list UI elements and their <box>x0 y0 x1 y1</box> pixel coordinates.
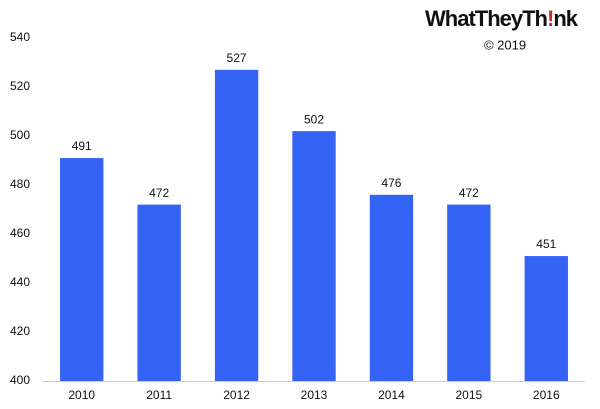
brand-logo: WhatTheyTh!nk <box>425 6 579 31</box>
x-tick-label: 2010 <box>68 388 95 402</box>
bar <box>137 204 181 381</box>
brand-mark: ! <box>547 6 553 31</box>
y-tick-label: 460 <box>10 226 30 240</box>
x-tick-label: 2013 <box>301 388 328 402</box>
bar <box>60 158 104 381</box>
y-tick-label: 440 <box>10 275 30 289</box>
data-label: 451 <box>536 237 556 251</box>
y-tick-label: 500 <box>10 128 30 142</box>
x-tick-label: 2011 <box>146 388 172 402</box>
data-label: 491 <box>72 139 92 153</box>
brand-text: WhatTheyTh <box>425 6 548 31</box>
x-tick-label: 2015 <box>456 388 483 402</box>
x-tick-label: 2012 <box>223 388 250 402</box>
x-tick-label: 2016 <box>533 388 560 402</box>
y-tick-label: 540 <box>10 30 30 44</box>
data-label: 476 <box>381 176 401 190</box>
y-tick-label: 480 <box>10 177 30 191</box>
bar <box>292 131 336 381</box>
data-label: 472 <box>149 186 169 200</box>
bar <box>447 204 491 381</box>
brand-text: nk <box>553 6 578 31</box>
y-tick-label: 420 <box>10 324 30 338</box>
data-label: 527 <box>227 51 247 65</box>
y-tick-label: 400 <box>10 373 30 387</box>
y-tick-label: 520 <box>10 79 30 93</box>
data-label: 502 <box>304 112 324 126</box>
data-label: 472 <box>459 186 479 200</box>
bar <box>214 69 259 381</box>
x-tick-label: 2014 <box>378 388 405 402</box>
copyright: © 2019 <box>484 37 526 52</box>
bar <box>524 256 568 381</box>
bar <box>369 194 414 381</box>
